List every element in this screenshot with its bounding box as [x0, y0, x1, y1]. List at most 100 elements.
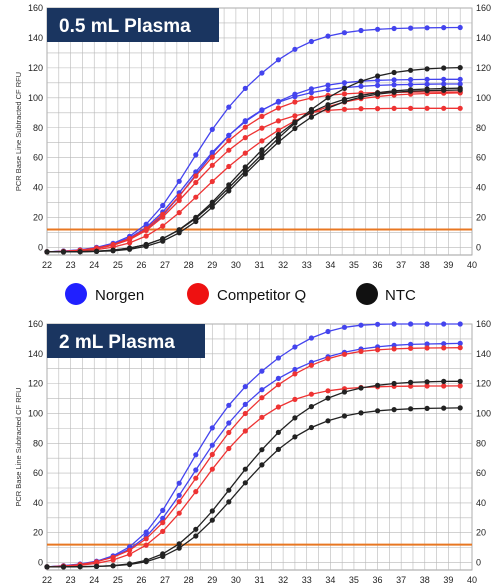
series-ntc-7-point	[358, 78, 364, 84]
series-ntc-9-point	[176, 227, 182, 233]
series-norgen-1-point	[341, 324, 348, 330]
y-tick-label-right: 0	[476, 243, 481, 253]
series-competitor-q-4-point	[408, 383, 414, 389]
series-ntc-6-point	[242, 480, 248, 486]
series-competitor-q-5-point	[308, 95, 314, 101]
series-norgen-3-point	[226, 132, 232, 138]
series-ntc-6-point	[160, 553, 166, 559]
series-norgen-1-point	[391, 321, 397, 327]
series-norgen-2-point	[308, 90, 314, 96]
series-ntc-9-point	[242, 164, 248, 170]
series-ntc-9-point	[160, 236, 166, 242]
series-competitor-q-4-point	[308, 391, 314, 397]
series-norgen-1-point	[408, 25, 414, 31]
series-competitor-q-3-point	[226, 429, 232, 436]
series-ntc-8-point	[242, 171, 248, 177]
series-competitor-q-5-point	[193, 173, 199, 179]
x-tick-label: 35	[349, 260, 359, 270]
series-ntc-5-point	[308, 404, 314, 410]
series-ntc-8-point	[292, 125, 298, 132]
x-tick-label: 26	[136, 260, 146, 270]
series-norgen-3-point	[292, 91, 298, 97]
legend-label-norgen: Norgen	[95, 287, 144, 304]
series-ntc-5-point	[209, 508, 215, 514]
x-tick-label: 30	[231, 575, 241, 585]
series-norgen-2-point	[424, 341, 430, 347]
series-competitor-q-6-point	[127, 240, 133, 246]
legend-label-ntc: NTC	[385, 287, 416, 304]
y-tick-label-left: 60	[33, 468, 43, 478]
y-tick-label-left: 0	[38, 243, 43, 253]
series-norgen-1-point	[259, 70, 265, 76]
series-ntc-7-point	[408, 67, 414, 73]
series-ntc-6-line	[47, 407, 461, 568]
series-ntc-9-point	[226, 182, 232, 188]
series-norgen-2-point	[226, 420, 232, 426]
series-norgen-1-point	[226, 402, 232, 408]
series-norgen-2-point	[457, 81, 463, 87]
series-norgen-1-point	[193, 452, 199, 458]
series-competitor-q-5-point	[292, 99, 298, 105]
series-competitor-q-3-point	[424, 345, 430, 351]
series-ntc-9	[44, 85, 463, 255]
series-ntc-9-point	[341, 96, 348, 102]
x-tick-label: 36	[373, 575, 383, 585]
y-tick-label-right: 40	[476, 183, 486, 193]
series-ntc-6-point	[127, 561, 133, 568]
series-competitor-q-4-point	[110, 557, 116, 563]
series-competitor-q-3-point	[292, 371, 298, 377]
series-ntc-9-point	[308, 109, 314, 115]
series-competitor-q-3-point	[308, 362, 314, 368]
series-norgen-1-point	[341, 30, 348, 36]
series-ntc-7-point	[375, 73, 381, 79]
series-ntc-6-point	[259, 462, 265, 468]
series-ntc-5-point	[341, 389, 348, 395]
series-norgen-1-point	[375, 321, 381, 327]
series-ntc-7-point	[275, 135, 281, 141]
series-norgen-1-point	[242, 384, 248, 390]
series-norgen-1-point	[375, 26, 381, 32]
series-ntc-8-point	[209, 204, 215, 210]
y-tick-label-right: 120	[476, 63, 491, 73]
y-tick-label-right: 60	[476, 153, 486, 163]
series-competitor-q-5-point	[259, 113, 265, 119]
x-tick-label: 33	[302, 575, 312, 585]
series-norgen-1-point	[325, 33, 331, 39]
y-tick-label-right: 80	[476, 438, 486, 448]
series-ntc-8-point	[259, 154, 265, 161]
series-norgen-3-point	[408, 77, 414, 83]
series-norgen-1-point	[391, 25, 397, 32]
series-competitor-q-4-point	[242, 428, 248, 434]
x-tick-label: 23	[66, 575, 76, 585]
series-competitor-q-6-point	[176, 210, 182, 216]
series-competitor-q-4-point	[391, 105, 397, 111]
series-norgen-2-point	[408, 341, 414, 347]
x-tick-label: 34	[325, 260, 335, 270]
series-norgen-2-point	[391, 342, 397, 348]
y-tick-label-right: 60	[476, 468, 486, 478]
series-ntc-5-point	[325, 395, 331, 401]
series-ntc-5-point	[226, 487, 232, 493]
y-tick-label-left: 120	[28, 379, 43, 389]
series-ntc-6-point	[226, 499, 232, 505]
series-competitor-q-6-point	[160, 223, 166, 229]
x-tick-label: 26	[136, 575, 146, 585]
series-competitor-q-5-point	[275, 105, 281, 111]
series-ntc-6-point	[143, 559, 149, 565]
series-ntc-6-point	[391, 407, 397, 413]
y-tick-label-right: 100	[476, 408, 491, 418]
y-tick-label-left: 100	[28, 93, 43, 103]
series-ntc-6-point	[110, 563, 116, 569]
y-tick-label-right: 80	[476, 123, 486, 133]
y-tick-label-left: 160	[28, 3, 43, 13]
series-ntc-5-point	[424, 379, 430, 385]
series-norgen-2-point	[259, 387, 265, 393]
series-norgen-2-point	[275, 375, 281, 381]
series-competitor-q-6-point	[193, 194, 199, 200]
series-ntc-6-point	[457, 405, 463, 411]
series-competitor-q-6-point	[242, 150, 248, 156]
series-norgen-2-point	[441, 341, 447, 347]
series-competitor-q-4-point	[424, 105, 430, 111]
series-ntc-5-point	[375, 382, 381, 388]
x-tick-label: 34	[325, 575, 335, 585]
